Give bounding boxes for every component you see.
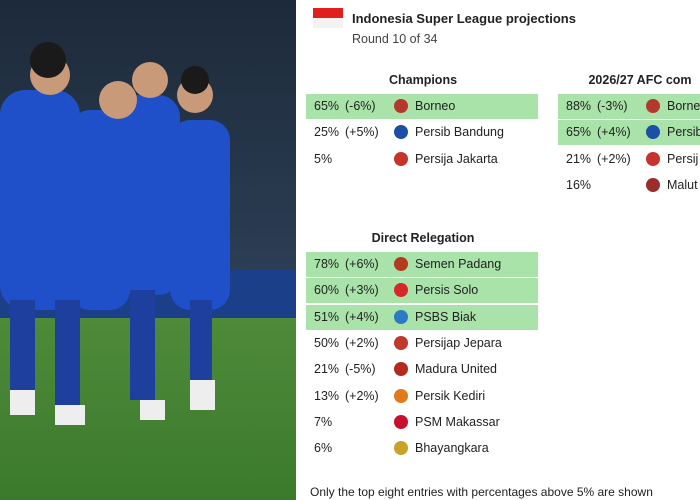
team-name: Persib Bandung	[415, 125, 504, 140]
change: (+2%)	[597, 151, 631, 166]
team-name: Persija Jakarta	[415, 151, 498, 166]
team-name: PSBS Biak	[415, 309, 477, 324]
team-icon	[394, 414, 408, 429]
section-title: 2026/27 AFC com	[588, 73, 692, 87]
percent: 88%	[566, 99, 592, 113]
change: (-3%)	[597, 99, 628, 113]
team-name: PSM Makassar	[415, 414, 500, 429]
team-icon	[646, 151, 660, 166]
team-icon	[394, 388, 408, 403]
team-icon	[394, 441, 408, 456]
percent: 16%	[566, 177, 592, 192]
subtitle: Round 10 of 34	[352, 32, 438, 46]
percent: 6%	[314, 441, 333, 456]
team-icon	[394, 309, 408, 324]
change: (+2%)	[345, 388, 379, 403]
team-name: Persij	[667, 151, 699, 166]
percent: 50%	[314, 335, 340, 350]
percent: 51%	[314, 309, 340, 324]
team-name: Semen Padang	[415, 257, 502, 271]
footnote: Only the top eight entries with percenta…	[310, 485, 653, 499]
row-highlight	[306, 94, 538, 119]
team-icon	[394, 99, 408, 113]
team-icon	[646, 99, 660, 113]
team-icon	[394, 362, 408, 377]
team-name: Bhayangkara	[415, 441, 489, 456]
percent: 65%	[566, 125, 592, 140]
section-title: Direct Relegation	[371, 231, 475, 245]
team-name: Borneo	[415, 99, 456, 113]
change: (+2%)	[345, 335, 379, 350]
team-name: Persib	[667, 125, 700, 140]
team-icon	[646, 125, 660, 140]
photo	[0, 0, 296, 500]
team-name: Persis Solo	[415, 283, 479, 298]
row-highlight	[558, 120, 700, 146]
change: (+6%)	[345, 257, 379, 271]
percent: 5%	[314, 151, 333, 166]
team-name: Madura United	[415, 362, 497, 377]
percent: 7%	[314, 414, 333, 429]
title: Indonesia Super League projections	[352, 11, 576, 26]
change: (+4%)	[345, 309, 379, 324]
team-name: Malut	[667, 177, 698, 192]
flag	[313, 8, 343, 28]
percent: 25%	[314, 125, 340, 140]
percent: 21%	[566, 151, 592, 166]
team-icon	[646, 177, 660, 192]
change: (-5%)	[345, 362, 376, 377]
row-highlight	[306, 304, 538, 330]
percent: 78%	[314, 257, 340, 271]
row-highlight	[558, 94, 700, 119]
team-icon	[394, 151, 408, 166]
team-icon	[394, 257, 408, 271]
team-icon	[394, 125, 408, 140]
change: (+4%)	[597, 125, 631, 140]
team-icon	[394, 283, 408, 298]
change: (+3%)	[345, 283, 379, 298]
team-name: Persijap Jepara	[415, 335, 502, 350]
percent: 60%	[314, 283, 340, 298]
percent: 65%	[314, 99, 340, 113]
change: (-6%)	[345, 99, 376, 113]
row-highlight	[306, 252, 538, 277]
team-name: Borne	[667, 99, 700, 113]
team-icon	[394, 335, 408, 350]
change: (+5%)	[345, 125, 379, 140]
section-title: Champions	[388, 73, 458, 87]
percent: 13%	[314, 388, 340, 403]
team-name: Persik Kediri	[415, 388, 486, 403]
percent: 21%	[314, 362, 340, 377]
row-highlight	[306, 278, 538, 304]
